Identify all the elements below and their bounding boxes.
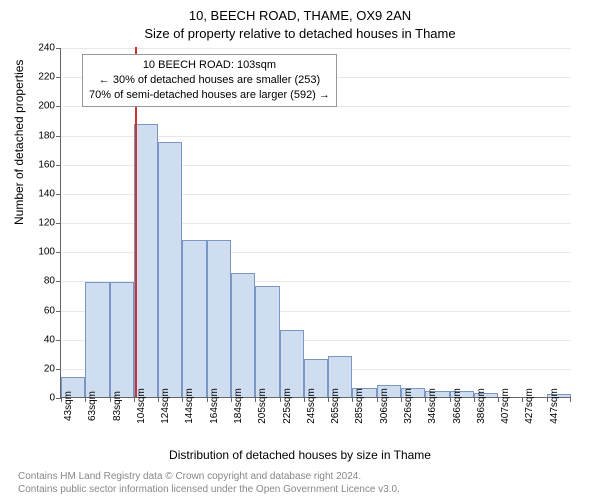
histogram-bar [231, 273, 255, 397]
histogram-bar [158, 142, 182, 397]
xtick-mark [158, 397, 159, 402]
ytick-mark [56, 48, 61, 49]
xtick-label: 427sqm [524, 388, 535, 424]
ytick-mark [56, 194, 61, 195]
xtick-mark [304, 397, 305, 402]
xtick-label: 306sqm [379, 388, 390, 424]
footer-attribution: Contains HM Land Registry data © Crown c… [18, 470, 400, 496]
ytick-mark [56, 223, 61, 224]
annotation-line1: 10 BEECH ROAD: 103sqm [89, 58, 330, 73]
ytick-label: 120 [0, 218, 55, 229]
ytick-label: 60 [0, 305, 55, 316]
xtick-mark [498, 397, 499, 402]
xtick-label: 164sqm [209, 388, 220, 424]
xtick-label: 104sqm [136, 388, 147, 424]
xtick-label: 265sqm [330, 388, 341, 424]
ytick-mark [56, 106, 61, 107]
xtick-label: 144sqm [184, 388, 195, 424]
ytick-mark [56, 136, 61, 137]
gridline [61, 48, 571, 49]
xtick-mark [231, 397, 232, 402]
ytick-label: 240 [0, 43, 55, 54]
x-axis-label: Distribution of detached houses by size … [0, 448, 600, 462]
xtick-mark [110, 397, 111, 402]
annotation-line3: 70% of semi-detached houses are larger (… [89, 88, 330, 103]
chart-title-sub: Size of property relative to detached ho… [0, 23, 600, 41]
xtick-label: 366sqm [452, 388, 463, 424]
ytick-mark [56, 281, 61, 282]
ytick-label: 0 [0, 393, 55, 404]
xtick-label: 245sqm [306, 388, 317, 424]
xtick-label: 285sqm [354, 388, 365, 424]
y-axis-label: Number of detached properties [12, 60, 26, 225]
xtick-mark [134, 397, 135, 402]
ytick-label: 160 [0, 159, 55, 170]
xtick-mark [207, 397, 208, 402]
annotation-line2: ← 30% of detached houses are smaller (25… [89, 73, 330, 88]
histogram-bar [182, 240, 206, 398]
xtick-label: 63sqm [87, 391, 98, 421]
annotation-box: 10 BEECH ROAD: 103sqm ← 30% of detached … [82, 54, 337, 107]
xtick-label: 407sqm [500, 388, 511, 424]
xtick-label: 326sqm [403, 388, 414, 424]
footer-line1: Contains HM Land Registry data © Crown c… [18, 470, 400, 483]
xtick-label: 386sqm [476, 388, 487, 424]
xtick-label: 205sqm [257, 388, 268, 424]
chart-title-main: 10, BEECH ROAD, THAME, OX9 2AN [0, 0, 600, 23]
xtick-label: 124sqm [160, 388, 171, 424]
ytick-label: 180 [0, 130, 55, 141]
xtick-mark [328, 397, 329, 402]
histogram-bar [134, 124, 158, 397]
ytick-label: 100 [0, 247, 55, 258]
histogram-bar [255, 286, 279, 397]
xtick-mark [377, 397, 378, 402]
ytick-label: 80 [0, 276, 55, 287]
xtick-mark [547, 397, 548, 402]
ytick-label: 40 [0, 334, 55, 345]
histogram-bar [207, 240, 231, 398]
xtick-mark [280, 397, 281, 402]
ytick-label: 200 [0, 101, 55, 112]
ytick-mark [56, 77, 61, 78]
histogram-bar [280, 330, 304, 397]
xtick-mark [570, 397, 571, 402]
ytick-label: 220 [0, 72, 55, 83]
ytick-label: 140 [0, 188, 55, 199]
xtick-mark [474, 397, 475, 402]
xtick-mark [401, 397, 402, 402]
xtick-label: 225sqm [282, 388, 293, 424]
ytick-mark [56, 311, 61, 312]
xtick-label: 447sqm [549, 388, 560, 424]
xtick-label: 184sqm [233, 388, 244, 424]
ytick-mark [56, 165, 61, 166]
ytick-mark [56, 369, 61, 370]
xtick-mark [450, 397, 451, 402]
footer-line2: Contains public sector information licen… [18, 483, 400, 496]
xtick-label: 346sqm [427, 388, 438, 424]
ytick-mark [56, 252, 61, 253]
histogram-bar [85, 282, 109, 397]
xtick-mark [61, 397, 62, 402]
histogram-bar [110, 282, 134, 397]
xtick-label: 83sqm [112, 391, 123, 421]
chart-container: 10 BEECH ROAD: 103sqm ← 30% of detached … [60, 48, 570, 398]
xtick-label: 43sqm [63, 391, 74, 421]
ytick-label: 20 [0, 363, 55, 374]
ytick-mark [56, 340, 61, 341]
